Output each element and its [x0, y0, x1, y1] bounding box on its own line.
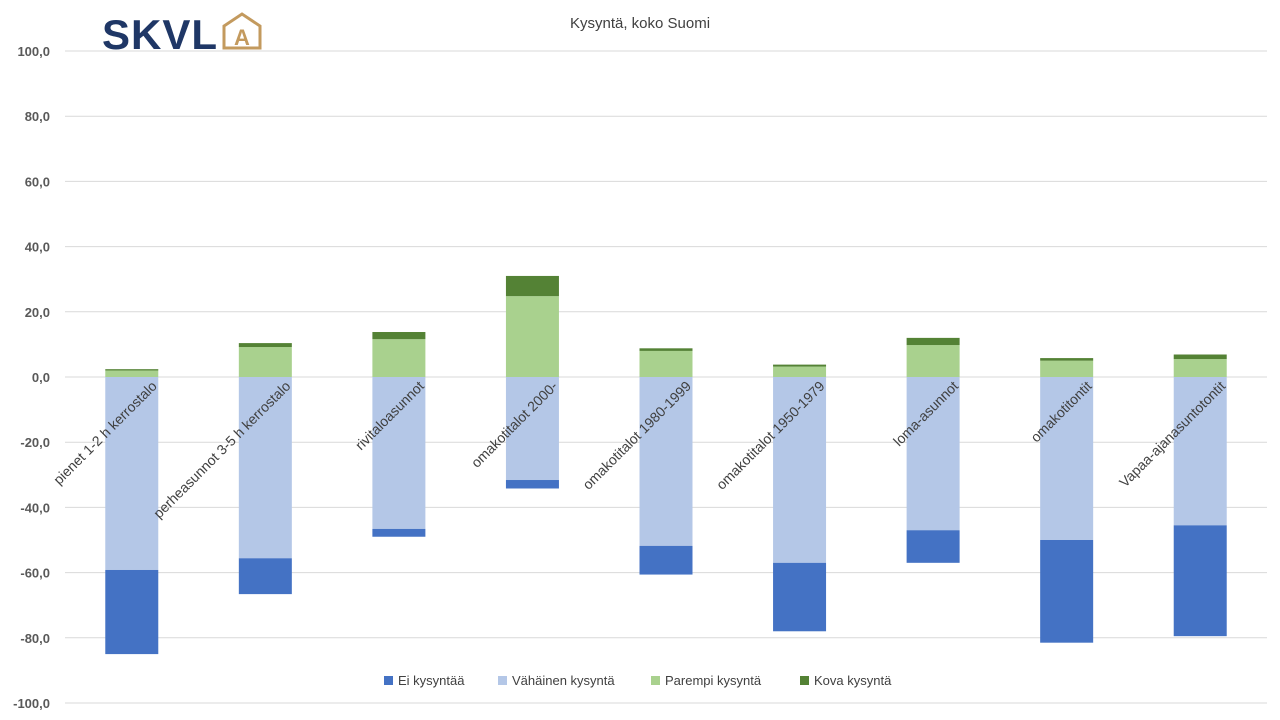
bar-segment [1173, 359, 1227, 377]
bar-segment [505, 296, 559, 377]
chart-title: Kysyntä, koko Suomi [570, 15, 710, 32]
bar-segment [906, 345, 960, 377]
bar-segment [1040, 377, 1094, 540]
legend-label: Vähäinen kysyntä [512, 673, 615, 688]
legend-swatch [800, 676, 809, 685]
y-axis-ticks: 100,0 80,0 60,0 40,0 20,0 0,0 -20,0 -40,0 -60,0 -… [13, 44, 50, 711]
logo-text: SKVL [102, 11, 218, 58]
skvl-logo: SKVL A [102, 11, 262, 58]
bar-segment [773, 377, 827, 563]
y-tick-label: 0,0 [32, 370, 50, 385]
y-tick-label: -100,0 [13, 696, 50, 711]
bar-segment [238, 347, 292, 377]
bar-segment [1040, 358, 1094, 361]
y-tick-label: 80,0 [25, 109, 50, 124]
bar-segment [238, 343, 292, 348]
bar-segment [773, 562, 827, 632]
bar-segment [639, 348, 693, 351]
bar-segment [639, 545, 693, 575]
bar-segment [639, 377, 693, 546]
bar-segment [505, 480, 559, 489]
bar-segment [372, 339, 426, 377]
legend: Ei kysyntää Vähäinen kysyntä Parempi kysyn… [384, 673, 892, 688]
y-tick-label: -40,0 [20, 500, 50, 515]
bar-segment [105, 369, 159, 371]
bar-segment [1173, 354, 1227, 360]
logo-mark: A [234, 25, 250, 50]
bar-segment [1173, 377, 1227, 526]
y-tick-label: 60,0 [25, 174, 50, 189]
bar-segment [906, 530, 960, 563]
bars [105, 275, 1227, 655]
bar-segment [773, 366, 827, 377]
legend-swatch [498, 676, 507, 685]
bar-segment [639, 350, 693, 377]
bar-segment [238, 377, 292, 559]
legend-swatch [651, 676, 660, 685]
y-tick-label: -20,0 [20, 435, 50, 450]
y-tick-label: 100,0 [17, 44, 50, 59]
legend-label: Kova kysyntä [814, 673, 892, 688]
bar-segment [906, 377, 960, 531]
bar-segment [773, 364, 827, 367]
bar-segment [105, 569, 159, 655]
bar-segment [505, 377, 559, 481]
bar-segment [505, 275, 559, 297]
bar-segment [1040, 360, 1094, 377]
bar-segment [238, 558, 292, 595]
bar-segment [372, 332, 426, 340]
bar-segment [105, 370, 159, 377]
bar-segment [1040, 540, 1094, 643]
bar-segment [906, 337, 960, 346]
legend-label: Parempi kysyntä [665, 673, 762, 688]
bar-segment [1173, 525, 1227, 637]
y-tick-label: -80,0 [20, 631, 50, 646]
legend-swatch [384, 676, 393, 685]
y-tick-label: -60,0 [20, 566, 50, 581]
logo-house-icon: A [222, 12, 262, 50]
y-tick-label: 40,0 [25, 240, 50, 255]
y-tick-label: 20,0 [25, 305, 50, 320]
legend-label: Ei kysyntää [398, 673, 465, 688]
bar-segment [105, 377, 159, 570]
bar-segment [372, 528, 426, 537]
bar-segment [372, 377, 426, 529]
